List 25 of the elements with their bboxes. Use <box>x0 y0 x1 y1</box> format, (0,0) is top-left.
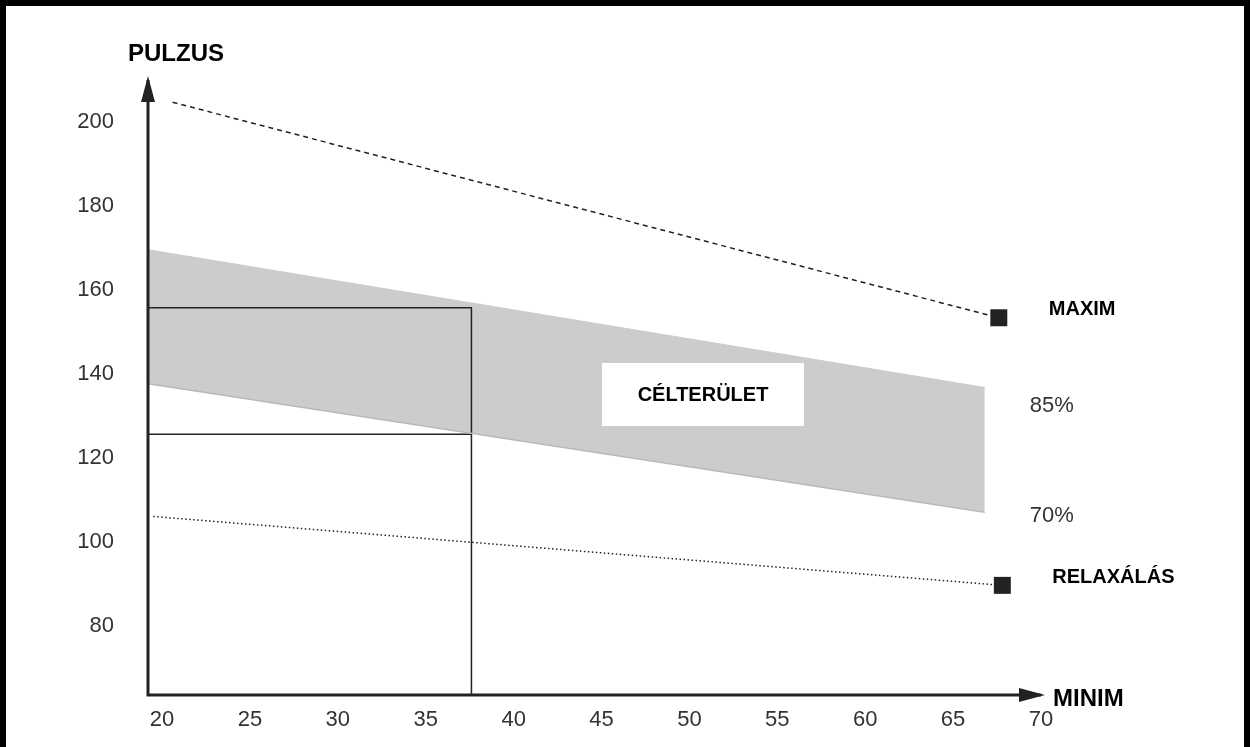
x-tick-label: 55 <box>765 706 790 732</box>
text: RELAXÁLÁS <box>1052 564 1175 587</box>
text: 70% <box>1029 502 1074 528</box>
x-tick-label: 60 <box>852 706 878 732</box>
label-box: CÉLTERÜLET <box>601 362 805 426</box>
x-tick-label: 20 <box>149 706 175 732</box>
x-tick-label: 40 <box>501 706 526 732</box>
y-axis-title: PULZUS <box>128 38 224 66</box>
y-tick-label: 180 <box>77 192 114 218</box>
text: 85% <box>1029 391 1074 417</box>
text: MAXIM <box>1048 297 1116 320</box>
y-tick-label: 80 <box>89 612 114 638</box>
y-tick-label: 120 <box>77 444 114 470</box>
y-tick-label: 200 <box>77 108 114 134</box>
x-tick-label: 35 <box>413 706 438 732</box>
y-tick-label: 140 <box>77 360 114 386</box>
y-tick-label: 100 <box>77 528 114 554</box>
x-tick-label: 30 <box>325 706 351 732</box>
x-tick-label: 25 <box>237 706 263 732</box>
x-tick-label: 45 <box>589 706 614 732</box>
y-tick-label: 160 <box>77 276 114 302</box>
x-tick-label: 70 <box>1028 706 1054 732</box>
x-tick-label: 50 <box>677 706 702 732</box>
x-tick-label: 65 <box>940 706 966 732</box>
x-axis-title: MINIM <box>1053 683 1124 711</box>
